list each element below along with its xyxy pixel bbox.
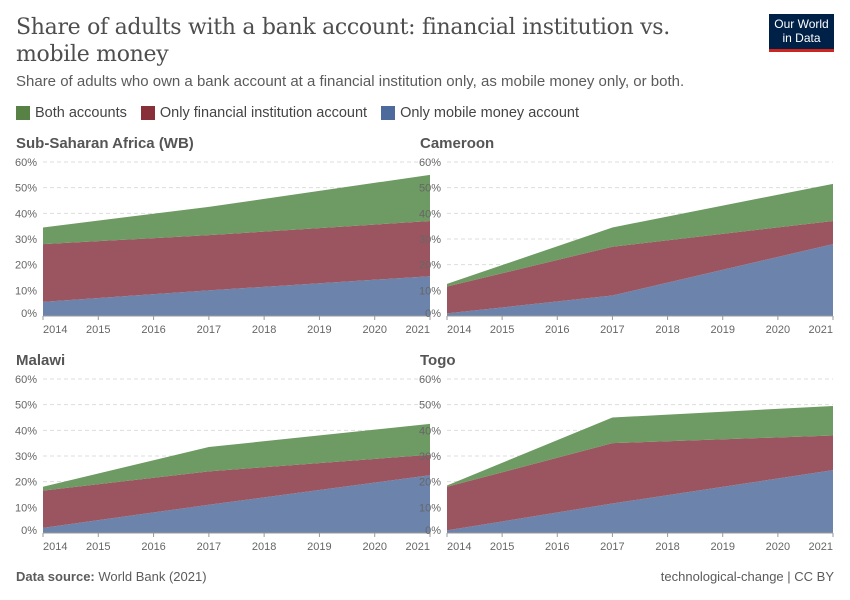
y-tick-label: 20% <box>419 260 441 272</box>
legend-item-mobile[interactable]: Only mobile money account <box>381 105 579 121</box>
y-tick-label: 40% <box>419 425 441 437</box>
x-tick-label: 2017 <box>197 324 221 336</box>
y-tick-label: 0% <box>21 525 37 537</box>
x-tick-label: 2019 <box>307 324 331 336</box>
x-tick-label: 2017 <box>600 324 624 336</box>
area-only-mobile-money-account[interactable] <box>447 244 833 316</box>
x-tick-label: 2021 <box>406 324 430 336</box>
area-only-financial-institution-account[interactable] <box>447 435 833 531</box>
chart-subtitle: Share of adults who own a bank account a… <box>16 73 685 90</box>
x-tick-label: 2018 <box>655 324 679 336</box>
x-tick-label: 2020 <box>766 324 790 336</box>
y-tick-label: 30% <box>419 234 441 246</box>
x-tick-label: 2015 <box>86 324 110 336</box>
x-tick-label: 2018 <box>252 541 276 553</box>
x-tick-label: 2014 <box>43 324 67 336</box>
x-tick-label: 2021 <box>809 324 833 336</box>
y-tick-label: 10% <box>15 502 37 514</box>
x-tick-label: 2020 <box>362 324 386 336</box>
owid-logo[interactable]: Our World in Data <box>769 14 834 52</box>
area-both-accounts[interactable] <box>447 183 833 287</box>
y-tick-label: 30% <box>15 234 37 246</box>
panel-title: Malawi <box>16 352 65 369</box>
x-tick-label: 2018 <box>252 324 276 336</box>
y-tick-label: 20% <box>15 260 37 272</box>
x-tick-label: 2017 <box>197 541 221 553</box>
x-tick-label: 2014 <box>447 541 471 553</box>
area-only-financial-institution-account[interactable] <box>447 221 833 314</box>
legend-item-financial[interactable]: Only financial institution account <box>140 105 368 121</box>
legend-item-both[interactable]: Both accounts <box>16 105 127 121</box>
area-only-financial-institution-account[interactable] <box>43 221 430 302</box>
x-tick-label: 2016 <box>141 541 165 553</box>
license[interactable]: technological-change | CC BY <box>660 569 834 584</box>
legend-label: Both accounts <box>35 105 127 121</box>
panel-title: Cameroon <box>420 135 494 152</box>
x-tick-label: 2016 <box>545 541 569 553</box>
x-tick-label: 2017 <box>600 541 624 553</box>
x-tick-label: 2015 <box>86 541 110 553</box>
y-tick-label: 60% <box>15 157 37 169</box>
legend-swatch <box>16 106 30 120</box>
x-tick-label: 2014 <box>43 541 67 553</box>
y-tick-label: 50% <box>419 400 441 412</box>
y-tick-label: 40% <box>419 208 441 220</box>
chart-title: Share of adults with a bank account: fin… <box>16 15 670 67</box>
y-tick-label: 20% <box>419 477 441 489</box>
x-tick-label: 2021 <box>809 541 833 553</box>
x-tick-label: 2015 <box>490 541 514 553</box>
y-tick-label: 10% <box>15 285 37 297</box>
y-tick-label: 50% <box>15 400 37 412</box>
x-tick-label: 2019 <box>710 324 734 336</box>
area-only-financial-institution-account[interactable] <box>43 454 430 528</box>
y-tick-label: 20% <box>15 477 37 489</box>
y-tick-label: 50% <box>15 183 37 195</box>
y-tick-label: 0% <box>21 308 37 320</box>
area-both-accounts[interactable] <box>447 405 833 487</box>
x-tick-label: 2020 <box>766 541 790 553</box>
legend: Both accounts Only financial institution… <box>16 105 579 121</box>
x-tick-label: 2020 <box>362 541 386 553</box>
legend-swatch <box>140 106 155 120</box>
area-only-mobile-money-account[interactable] <box>43 475 430 533</box>
area-only-mobile-money-account[interactable] <box>43 276 430 316</box>
y-tick-label: 60% <box>419 374 441 386</box>
x-tick-label: 2019 <box>307 541 331 553</box>
y-tick-label: 30% <box>419 451 441 463</box>
area-both-accounts[interactable] <box>43 423 430 491</box>
x-tick-label: 2018 <box>655 541 679 553</box>
y-tick-label: 0% <box>425 525 441 537</box>
x-tick-label: 2014 <box>447 324 471 336</box>
panel-title: Togo <box>420 352 456 369</box>
y-tick-label: 0% <box>425 308 441 320</box>
source-label: Data source: <box>16 569 95 584</box>
legend-swatch <box>381 106 396 120</box>
x-tick-label: 2015 <box>490 324 514 336</box>
legend-label: Only financial institution account <box>159 105 368 121</box>
area-only-mobile-money-account[interactable] <box>447 470 833 533</box>
source-value: World Bank (2021) <box>98 569 207 584</box>
panel-title: Sub-Saharan Africa (WB) <box>16 135 194 152</box>
y-tick-label: 40% <box>15 425 37 437</box>
x-tick-label: 2016 <box>545 324 569 336</box>
data-source: Data source: World Bank (2021) <box>16 569 207 584</box>
legend-label: Only mobile money account <box>400 105 579 121</box>
y-tick-label: 60% <box>419 157 441 169</box>
y-tick-label: 40% <box>15 208 37 220</box>
x-tick-label: 2021 <box>406 541 430 553</box>
area-both-accounts[interactable] <box>43 174 430 245</box>
y-tick-label: 10% <box>419 502 441 514</box>
x-tick-label: 2016 <box>141 324 165 336</box>
y-tick-label: 30% <box>15 451 37 463</box>
y-tick-label: 60% <box>15 374 37 386</box>
x-tick-label: 2019 <box>710 541 734 553</box>
y-tick-label: 50% <box>419 183 441 195</box>
y-tick-label: 10% <box>419 285 441 297</box>
